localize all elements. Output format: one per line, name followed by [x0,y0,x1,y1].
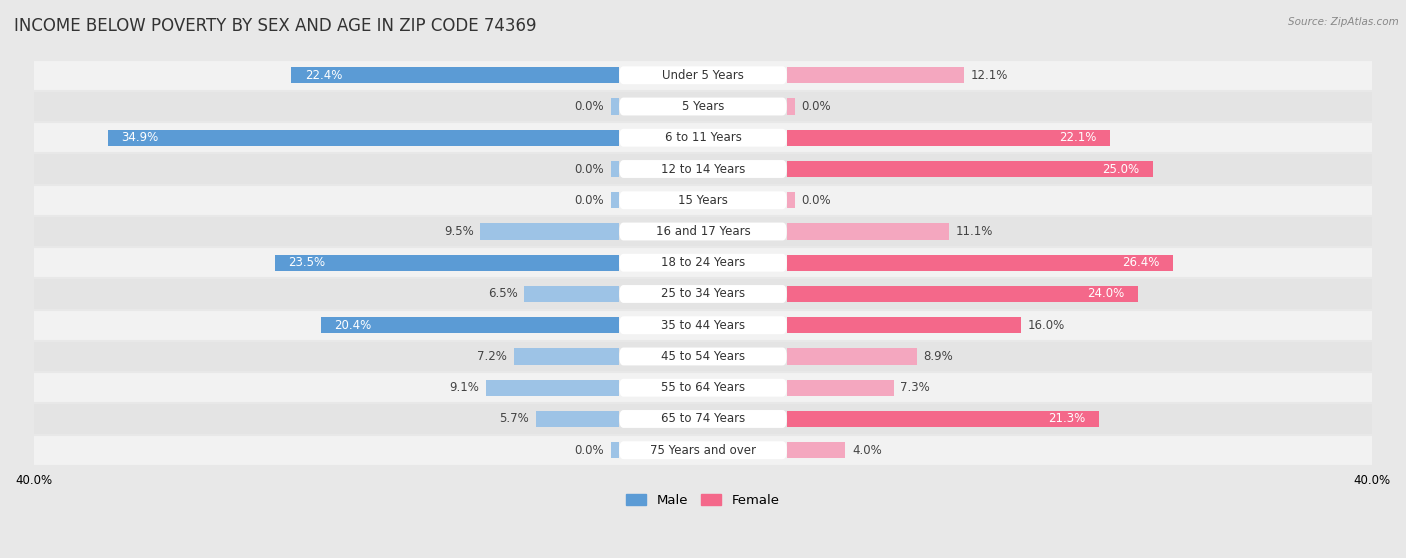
Text: 0.0%: 0.0% [801,100,831,113]
Bar [787,317,1021,333]
Bar [787,286,1137,302]
Text: 8.9%: 8.9% [924,350,953,363]
Bar [34,216,1372,247]
Text: 5.7%: 5.7% [499,412,529,425]
Text: 35 to 44 Years: 35 to 44 Years [661,319,745,332]
Text: 21.3%: 21.3% [1047,412,1085,425]
Text: 6 to 11 Years: 6 to 11 Years [665,131,741,145]
Text: Under 5 Years: Under 5 Years [662,69,744,82]
Bar [321,317,619,333]
Text: 20.4%: 20.4% [335,319,371,332]
Text: 16 and 17 Years: 16 and 17 Years [655,225,751,238]
Bar [612,442,619,458]
Text: 25.0%: 25.0% [1102,162,1139,176]
Text: 22.1%: 22.1% [1060,131,1097,145]
Text: INCOME BELOW POVERTY BY SEX AND AGE IN ZIP CODE 74369: INCOME BELOW POVERTY BY SEX AND AGE IN Z… [14,17,537,35]
Bar [276,254,619,271]
Bar [787,411,1098,427]
FancyBboxPatch shape [619,223,787,240]
Legend: Male, Female: Male, Female [621,488,785,512]
FancyBboxPatch shape [619,66,787,84]
Bar [513,348,619,364]
FancyBboxPatch shape [619,160,787,178]
Text: 24.0%: 24.0% [1087,287,1125,301]
Text: 9.5%: 9.5% [444,225,474,238]
Bar [34,60,1372,91]
Bar [787,379,894,396]
Bar [612,161,619,177]
FancyBboxPatch shape [619,129,787,147]
FancyBboxPatch shape [619,348,787,365]
Text: 7.3%: 7.3% [900,381,929,394]
Bar [34,278,1372,310]
Bar [34,403,1372,435]
Text: 7.2%: 7.2% [477,350,508,363]
Bar [787,192,794,208]
Bar [787,223,949,239]
Bar [34,435,1372,466]
Text: 26.4%: 26.4% [1122,256,1160,270]
Text: Source: ZipAtlas.com: Source: ZipAtlas.com [1288,17,1399,27]
Text: 22.4%: 22.4% [305,69,342,82]
Text: 0.0%: 0.0% [801,194,831,207]
Text: 25 to 34 Years: 25 to 34 Years [661,287,745,301]
Bar [34,122,1372,153]
Bar [108,129,619,146]
FancyBboxPatch shape [619,410,787,428]
Bar [34,153,1372,185]
Bar [481,223,619,239]
FancyBboxPatch shape [619,254,787,272]
Bar [291,67,619,83]
Bar [787,254,1173,271]
Bar [34,310,1372,341]
Bar [787,98,794,114]
Text: 16.0%: 16.0% [1028,319,1064,332]
Text: 55 to 64 Years: 55 to 64 Years [661,381,745,394]
FancyBboxPatch shape [619,98,787,116]
Text: 34.9%: 34.9% [122,131,159,145]
Text: 75 Years and over: 75 Years and over [650,444,756,456]
Text: 45 to 54 Years: 45 to 54 Years [661,350,745,363]
Text: 15 Years: 15 Years [678,194,728,207]
Text: 0.0%: 0.0% [575,194,605,207]
Text: 0.0%: 0.0% [575,100,605,113]
Bar [34,341,1372,372]
Bar [787,129,1111,146]
Bar [612,98,619,114]
Bar [787,442,845,458]
Bar [612,192,619,208]
Bar [34,91,1372,122]
Text: 6.5%: 6.5% [488,287,517,301]
FancyBboxPatch shape [619,285,787,303]
Text: 23.5%: 23.5% [288,256,326,270]
Text: 18 to 24 Years: 18 to 24 Years [661,256,745,270]
FancyBboxPatch shape [619,441,787,459]
Bar [787,67,965,83]
Text: 12 to 14 Years: 12 to 14 Years [661,162,745,176]
Text: 11.1%: 11.1% [956,225,993,238]
Bar [486,379,619,396]
Bar [34,372,1372,403]
FancyBboxPatch shape [619,191,787,209]
Text: 12.1%: 12.1% [970,69,1008,82]
Text: 4.0%: 4.0% [852,444,882,456]
Bar [524,286,619,302]
Bar [34,247,1372,278]
Text: 0.0%: 0.0% [575,444,605,456]
Text: 9.1%: 9.1% [450,381,479,394]
Text: 5 Years: 5 Years [682,100,724,113]
Bar [34,185,1372,216]
Bar [787,348,917,364]
Bar [536,411,619,427]
FancyBboxPatch shape [619,379,787,397]
Text: 65 to 74 Years: 65 to 74 Years [661,412,745,425]
Bar [787,161,1153,177]
FancyBboxPatch shape [619,316,787,334]
Text: 0.0%: 0.0% [575,162,605,176]
